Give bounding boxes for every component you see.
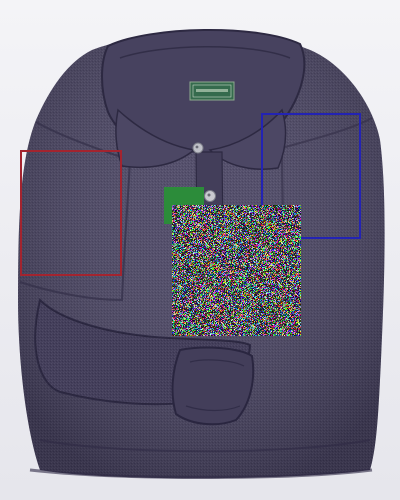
button-top bbox=[192, 142, 204, 154]
collar-right-point bbox=[208, 108, 287, 170]
noise-patch bbox=[172, 205, 301, 336]
brand-label bbox=[189, 81, 235, 101]
collar-left-point bbox=[115, 108, 196, 169]
left-shoulder-fold bbox=[19, 121, 132, 302]
button-middle bbox=[204, 190, 216, 202]
sleeve-cuff bbox=[171, 346, 255, 426]
blue-bounding-box bbox=[261, 113, 361, 239]
red-bounding-box bbox=[20, 150, 122, 276]
